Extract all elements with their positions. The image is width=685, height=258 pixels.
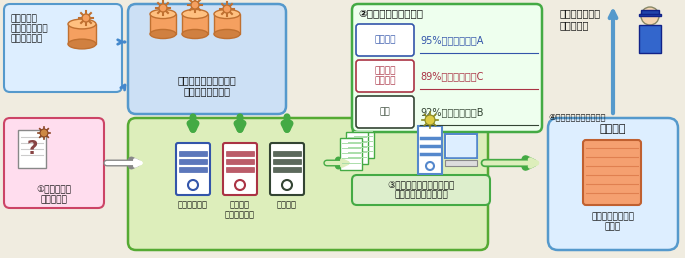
- Text: 開発環境: 開発環境: [374, 36, 396, 44]
- FancyBboxPatch shape: [352, 4, 542, 132]
- Text: 不正プログラムの
挙動等: 不正プログラムの 挙動等: [592, 212, 634, 231]
- Circle shape: [425, 115, 435, 125]
- Ellipse shape: [150, 10, 176, 19]
- Bar: [182, 14, 208, 34]
- Bar: [214, 14, 240, 34]
- Text: 暗号化・
圧縮方法推定: 暗号化・ 圧縮方法推定: [225, 200, 255, 219]
- Text: ④捜査部門への情報提供: ④捜査部門への情報提供: [548, 112, 606, 121]
- FancyBboxPatch shape: [176, 143, 210, 195]
- FancyBboxPatch shape: [356, 24, 414, 56]
- FancyBboxPatch shape: [128, 118, 488, 250]
- FancyBboxPatch shape: [346, 132, 368, 164]
- Text: 種別: 種別: [379, 108, 390, 117]
- Bar: [273, 167, 301, 172]
- Text: ?: ?: [26, 139, 38, 157]
- Ellipse shape: [150, 29, 176, 38]
- Circle shape: [82, 14, 90, 22]
- FancyBboxPatch shape: [356, 60, 414, 92]
- Text: 92%の確率で種類B: 92%の確率で種類B: [420, 107, 484, 117]
- Bar: [226, 167, 254, 172]
- Ellipse shape: [68, 39, 96, 49]
- Ellipse shape: [182, 10, 208, 19]
- Text: これまでの
不正プログラム
の解析結果等: これまでの 不正プログラム の解析結果等: [10, 14, 48, 44]
- Ellipse shape: [214, 10, 240, 19]
- FancyBboxPatch shape: [356, 96, 414, 128]
- Bar: [68, 24, 96, 44]
- Ellipse shape: [214, 29, 240, 38]
- FancyBboxPatch shape: [352, 126, 374, 158]
- Text: 実態解明等: 実態解明等: [560, 20, 589, 30]
- Circle shape: [40, 129, 48, 137]
- Text: 解析結果: 解析結果: [600, 124, 626, 134]
- Text: 攻撃の未然防止: 攻撃の未然防止: [560, 8, 601, 18]
- Bar: [226, 159, 254, 164]
- FancyBboxPatch shape: [128, 4, 286, 114]
- Bar: [639, 14, 661, 16]
- Bar: [179, 151, 207, 156]
- Text: ①未知の不正
プログラム: ①未知の不正 プログラム: [36, 185, 71, 204]
- Text: 種別推定: 種別推定: [277, 200, 297, 209]
- Text: ②推定結果が得られる: ②推定結果が得られる: [358, 8, 423, 18]
- Circle shape: [191, 1, 199, 9]
- Ellipse shape: [182, 29, 208, 38]
- Circle shape: [426, 162, 434, 170]
- FancyBboxPatch shape: [270, 143, 304, 195]
- Bar: [639, 25, 661, 53]
- Text: 95%の確率で環境A: 95%の確率で環境A: [420, 35, 484, 45]
- Circle shape: [235, 180, 245, 190]
- Ellipse shape: [68, 19, 96, 29]
- Circle shape: [159, 4, 167, 12]
- Bar: [273, 159, 301, 164]
- Text: 開発環境推定: 開発環境推定: [178, 200, 208, 209]
- Bar: [641, 10, 659, 15]
- Bar: [226, 151, 254, 156]
- Circle shape: [223, 5, 231, 13]
- Circle shape: [641, 7, 659, 25]
- Text: ③推定結果（手掛かり）を
参考にして解析を行う: ③推定結果（手掛かり）を 参考にして解析を行う: [388, 180, 455, 199]
- Bar: [273, 151, 301, 156]
- FancyBboxPatch shape: [4, 118, 104, 208]
- FancyBboxPatch shape: [548, 118, 678, 250]
- FancyBboxPatch shape: [223, 143, 257, 195]
- FancyBboxPatch shape: [4, 4, 122, 92]
- Bar: [179, 167, 207, 172]
- Bar: [18, 130, 46, 168]
- Circle shape: [282, 180, 292, 190]
- FancyBboxPatch shape: [352, 175, 490, 205]
- Bar: [445, 160, 477, 166]
- Text: 不正プログラムに係る
膨大な学習データ: 不正プログラムに係る 膨大な学習データ: [177, 75, 236, 96]
- FancyBboxPatch shape: [340, 138, 362, 170]
- Bar: [179, 159, 207, 164]
- Bar: [445, 134, 477, 158]
- Text: 暗号化・
圧縮方法: 暗号化・ 圧縮方法: [374, 66, 396, 86]
- FancyBboxPatch shape: [583, 140, 641, 205]
- Circle shape: [188, 180, 198, 190]
- Text: 89%の確率で手法C: 89%の確率で手法C: [420, 71, 484, 81]
- Bar: [418, 126, 442, 174]
- Bar: [150, 14, 176, 34]
